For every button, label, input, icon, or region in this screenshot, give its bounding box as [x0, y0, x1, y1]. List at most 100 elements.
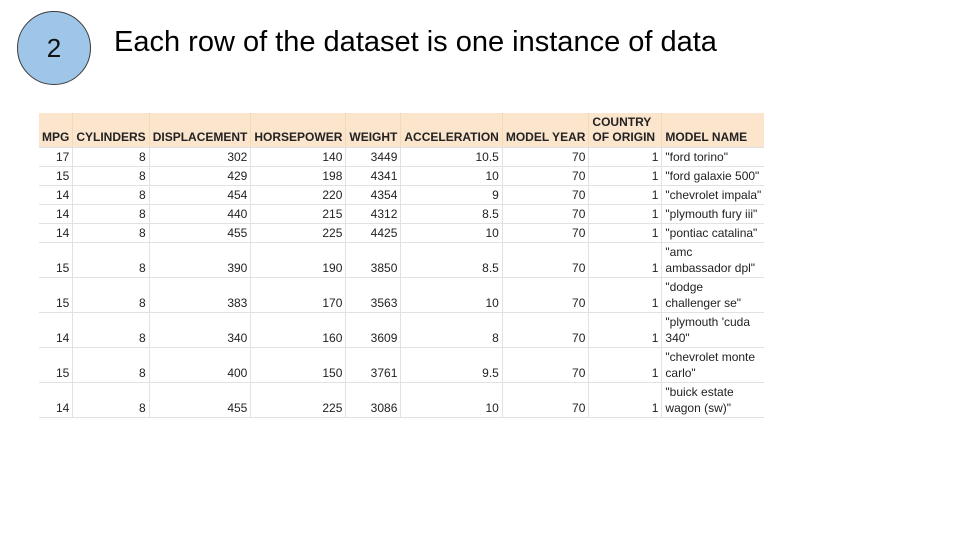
cell-horsepower: 220	[250, 185, 347, 205]
cell-horsepower: 160	[250, 312, 347, 348]
cell-weight: 4341	[345, 166, 402, 186]
table-row: 14 8 440 215 4312 8.5 70 1 "plymouth fury iii"	[39, 204, 765, 224]
cell-country-of-origin: 1	[588, 347, 663, 383]
cell-acceleration: 10	[400, 277, 503, 313]
cell-model-name: "ford torino"	[661, 147, 765, 167]
cell-cylinders: 8	[72, 204, 150, 224]
cell-acceleration: 10	[400, 223, 503, 243]
table-row: 14 8 455 225 4425 10 70 1 "pontiac catalina"	[39, 223, 765, 243]
cell-country-of-origin: 1	[588, 204, 663, 224]
cell-model-year: 70	[502, 166, 590, 186]
cell-cylinders: 8	[72, 166, 150, 186]
cell-weight: 4425	[345, 223, 402, 243]
cell-displacement: 455	[149, 382, 252, 418]
cell-model-name: "dodge challenger se"	[661, 277, 765, 313]
cell-cylinders: 8	[72, 185, 150, 205]
cell-cylinders: 8	[72, 147, 150, 167]
cell-cylinders: 8	[72, 382, 150, 418]
cell-horsepower: 190	[250, 242, 347, 278]
cell-mpg: 15	[39, 347, 74, 383]
cell-weight: 3761	[345, 347, 402, 383]
table-row: 15 8 390 190 3850 8.5 70 1 "amc ambassador dpl"	[39, 242, 765, 278]
slide-title: Each row of the dataset is one instance …	[114, 26, 717, 58]
cell-model-year: 70	[502, 382, 590, 418]
header-displacement: DISPLACEMENT	[149, 113, 252, 148]
cell-mpg: 14	[39, 185, 74, 205]
cell-acceleration: 10	[400, 166, 503, 186]
cell-model-year: 70	[502, 277, 590, 313]
cell-acceleration: 9	[400, 185, 503, 205]
cell-model-name: "buick estate wagon (sw)"	[661, 382, 765, 418]
cell-model-year: 70	[502, 185, 590, 205]
cell-mpg: 15	[39, 166, 74, 186]
table-row: 14 8 455 225 3086 10 70 1 "buick estate wagon (s…	[39, 382, 765, 418]
header-mpg: MPG	[39, 113, 74, 148]
cell-horsepower: 198	[250, 166, 347, 186]
cell-acceleration: 8.5	[400, 204, 503, 224]
cell-model-name: "plymouth 'cuda 340"	[661, 312, 765, 348]
slide-number: 2	[46, 32, 62, 63]
cell-mpg: 17	[39, 147, 74, 167]
cell-country-of-origin: 1	[588, 277, 663, 313]
cell-country-of-origin: 1	[588, 223, 663, 243]
cell-mpg: 15	[39, 242, 74, 278]
dataset-table: MPG CYLINDERS DISPLACEMENT HORSEPOWER WE…	[39, 113, 765, 418]
cell-acceleration: 10	[400, 382, 503, 418]
header-model-name: MODEL NAME	[661, 113, 765, 148]
cell-model-name: "plymouth fury iii"	[661, 204, 765, 224]
cell-weight: 4312	[345, 204, 402, 224]
cell-weight: 3086	[345, 382, 402, 418]
cell-weight: 3609	[345, 312, 402, 348]
header-row: MPG CYLINDERS DISPLACEMENT HORSEPOWER WE…	[39, 113, 765, 148]
slide-number-badge: 2	[17, 11, 91, 85]
cell-horsepower: 225	[250, 223, 347, 243]
cell-model-year: 70	[502, 312, 590, 348]
table-row: 14 8 340 160 3609 8 70 1 "plymouth 'cuda 340"	[39, 312, 765, 348]
cell-model-name: "ford galaxie 500"	[661, 166, 765, 186]
cell-model-name: "chevrolet monte carlo"	[661, 347, 765, 383]
cell-model-year: 70	[502, 223, 590, 243]
cell-cylinders: 8	[72, 347, 150, 383]
cell-acceleration: 8.5	[400, 242, 503, 278]
cell-model-year: 70	[502, 204, 590, 224]
cell-horsepower: 170	[250, 277, 347, 313]
cell-mpg: 15	[39, 277, 74, 313]
cell-acceleration: 10.5	[400, 147, 503, 167]
cell-mpg: 14	[39, 204, 74, 224]
cell-weight: 4354	[345, 185, 402, 205]
cell-model-year: 70	[502, 242, 590, 278]
cell-horsepower: 225	[250, 382, 347, 418]
table-body: 17 8 302 140 3449 10.5 70 1 "ford torino" 15 8 429 1…	[39, 147, 765, 418]
cell-displacement: 390	[149, 242, 252, 278]
cell-country-of-origin: 1	[588, 147, 663, 167]
header-weight: WEIGHT	[345, 113, 402, 148]
cell-cylinders: 8	[72, 223, 150, 243]
cell-country-of-origin: 1	[588, 382, 663, 418]
cell-cylinders: 8	[72, 312, 150, 348]
cell-model-year: 70	[502, 347, 590, 383]
table-row: 14 8 454 220 4354 9 70 1 "chevrolet impala"	[39, 185, 765, 205]
cell-model-name: "chevrolet impala"	[661, 185, 765, 205]
table-row: 17 8 302 140 3449 10.5 70 1 "ford torino"	[39, 147, 765, 167]
cell-acceleration: 9.5	[400, 347, 503, 383]
cell-displacement: 383	[149, 277, 252, 313]
cell-country-of-origin: 1	[588, 185, 663, 205]
table-row: 15 8 429 198 4341 10 70 1 "ford galaxie 500"	[39, 166, 765, 186]
cell-displacement: 440	[149, 204, 252, 224]
cell-mpg: 14	[39, 382, 74, 418]
cell-weight: 3563	[345, 277, 402, 313]
cell-country-of-origin: 1	[588, 312, 663, 348]
cell-cylinders: 8	[72, 242, 150, 278]
cell-displacement: 400	[149, 347, 252, 383]
cell-weight: 3449	[345, 147, 402, 167]
cell-horsepower: 150	[250, 347, 347, 383]
cell-country-of-origin: 1	[588, 166, 663, 186]
cell-weight: 3850	[345, 242, 402, 278]
header-country-of-origin: COUNTRY OF ORIGIN	[588, 113, 663, 148]
header-model-year: MODEL YEAR	[502, 113, 590, 148]
table-row: 15 8 383 170 3563 10 70 1 "dodge challenger se"	[39, 277, 765, 313]
cell-displacement: 429	[149, 166, 252, 186]
cell-model-name: "amc ambassador dpl"	[661, 242, 765, 278]
cell-cylinders: 8	[72, 277, 150, 313]
cell-mpg: 14	[39, 312, 74, 348]
